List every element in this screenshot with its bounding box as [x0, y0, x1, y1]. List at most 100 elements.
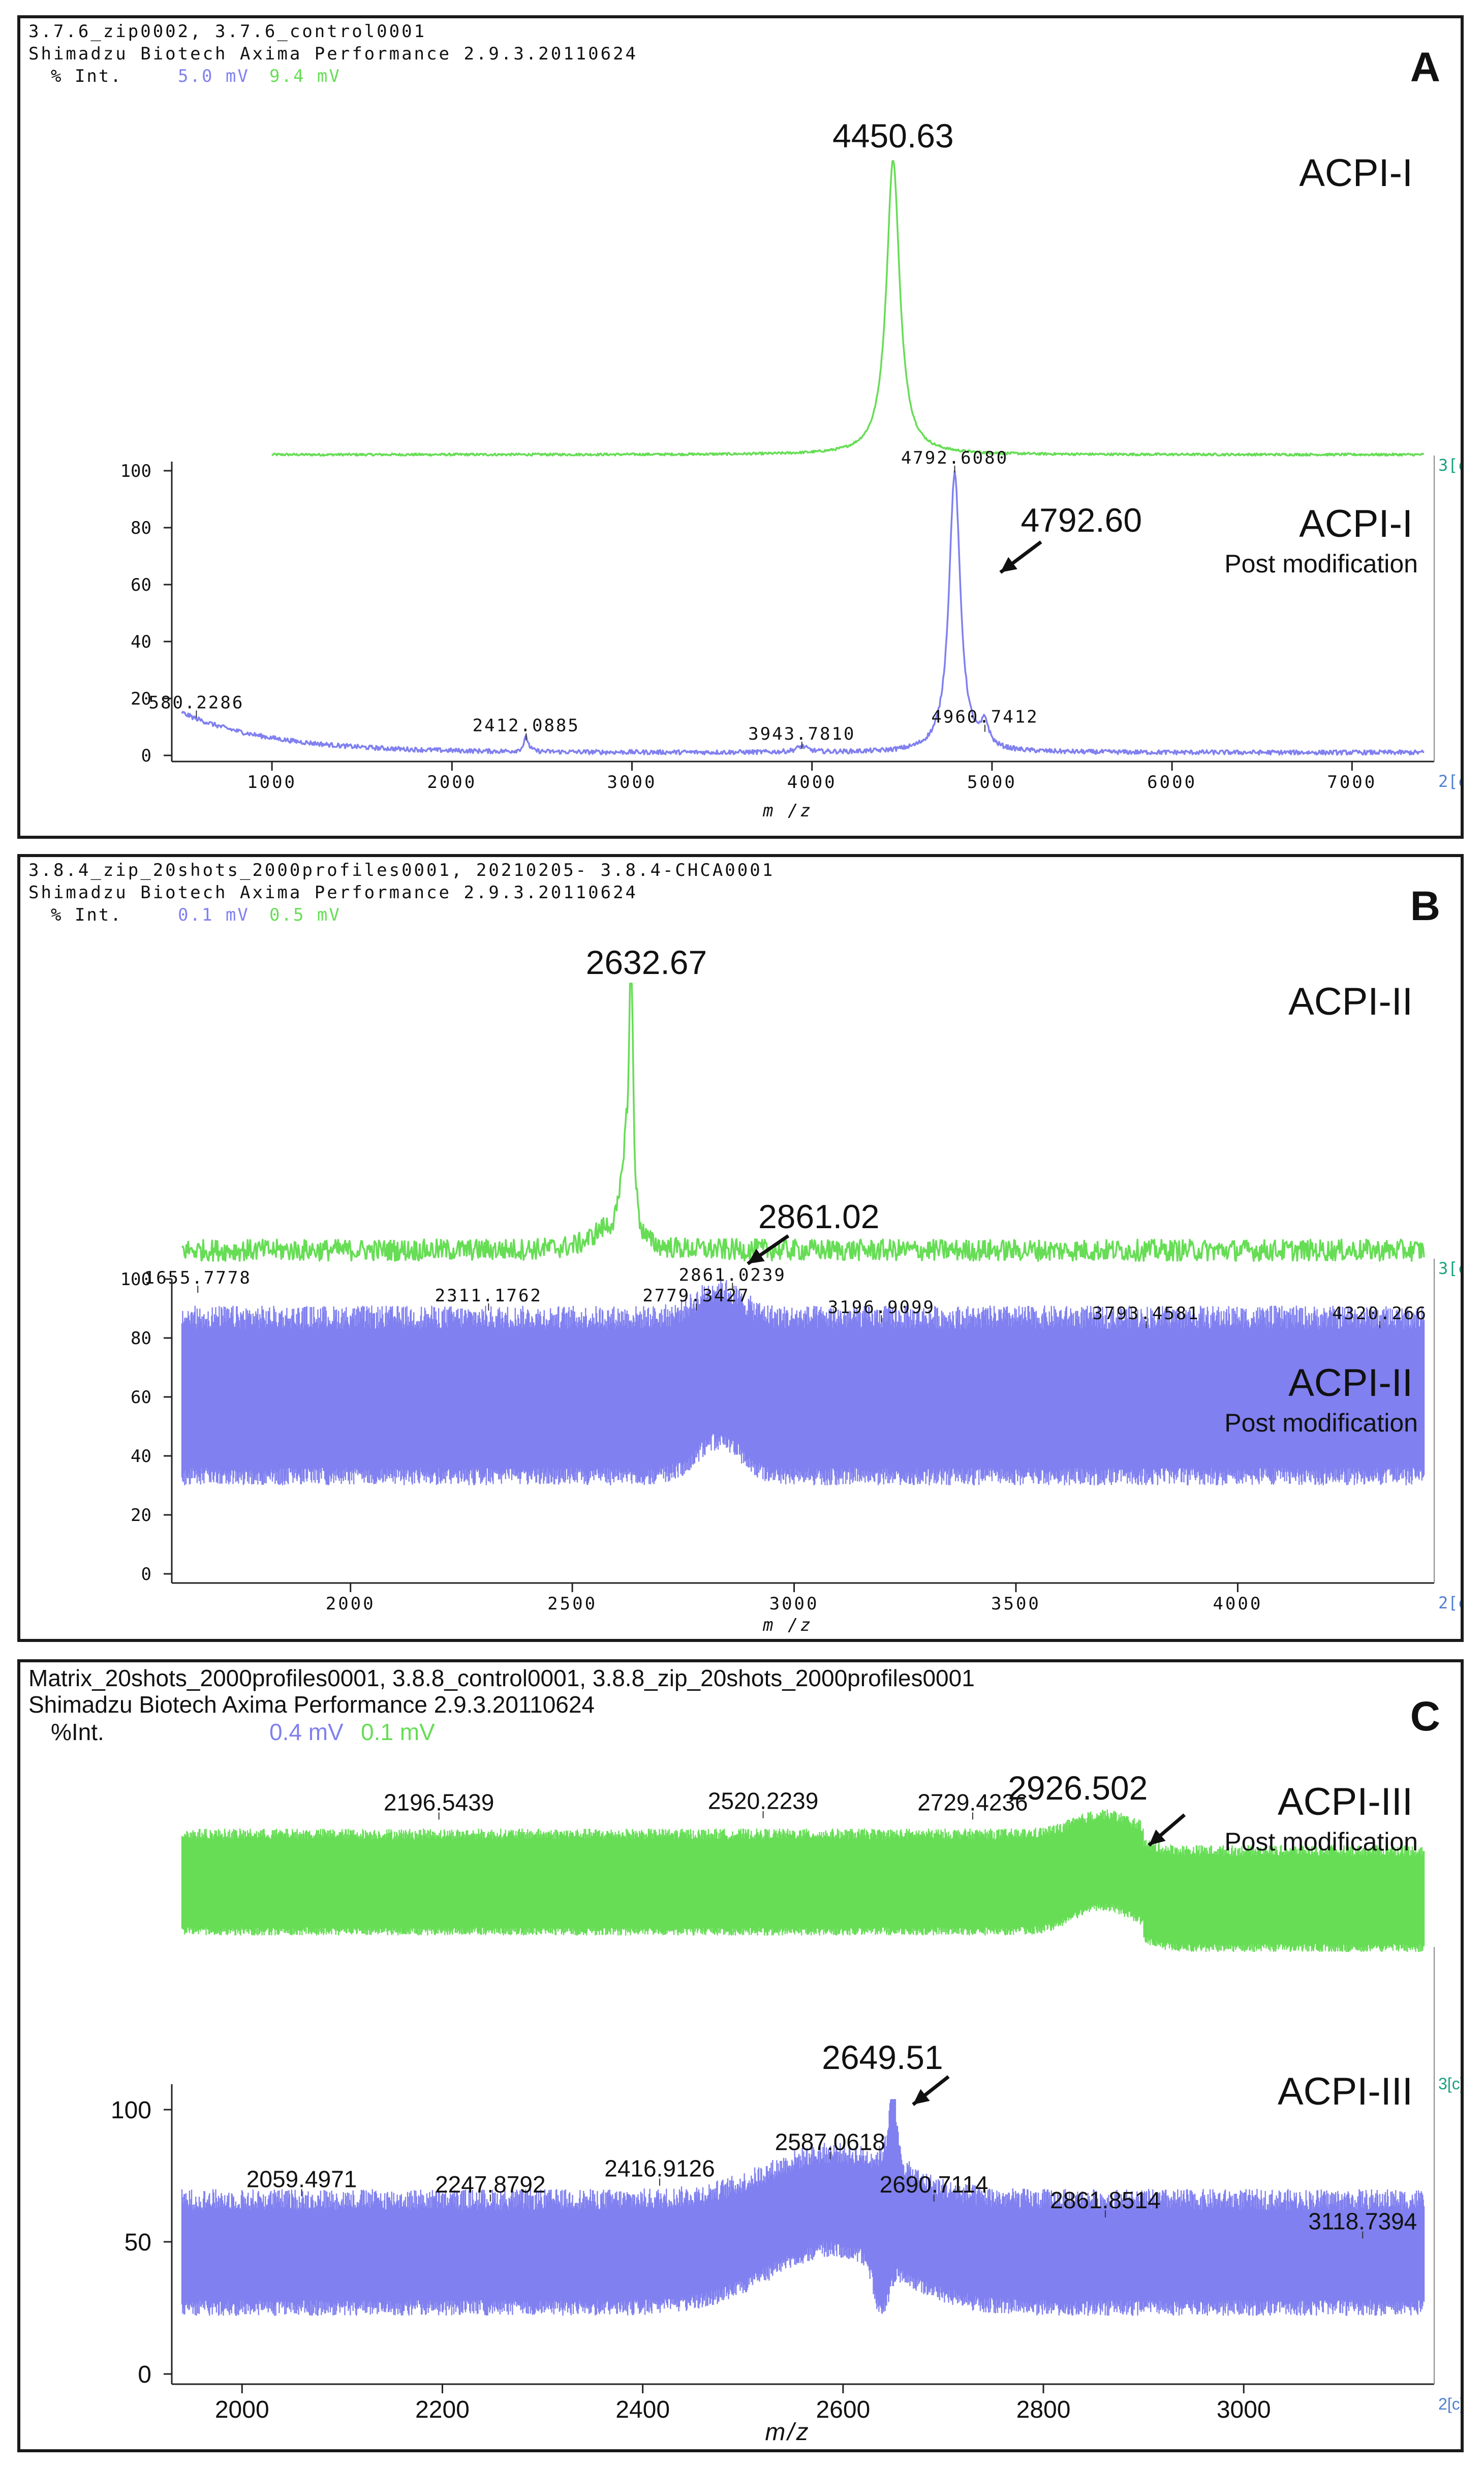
peak-label: 2587.0618 [775, 2129, 885, 2155]
series-name: ACPI-I [1299, 502, 1413, 545]
panel-b-header-instrument: Shimadzu Biotech Axima Performance 2.9.3… [28, 882, 638, 903]
y-tick-label: 60 [131, 575, 151, 595]
y-tick-label: 20 [131, 689, 151, 709]
panel-c-letter: C [1410, 1693, 1440, 1740]
channel-tag-bottom: 2[c] [1438, 772, 1461, 791]
series-name: ACPI-III [1278, 2070, 1413, 2113]
y-tick-label: 100 [111, 2097, 151, 2124]
series-green-band [181, 1809, 1425, 1952]
annotation-arrow-head [913, 2089, 930, 2105]
peak-label: 2861.0239 [679, 1265, 786, 1285]
x-tick-label: 2000 [215, 2396, 269, 2423]
series-blue-trace [181, 470, 1425, 756]
channel-tag-top: 3[c] [1438, 455, 1461, 475]
x-tick-label: 3500 [991, 1594, 1041, 1614]
panel-a: 3.7.6_zip0002, 3.7.6_control0001 Shimadz… [17, 15, 1464, 839]
y-tick-label: 80 [131, 1328, 151, 1349]
panel-a-letter: A [1410, 44, 1440, 90]
panel-a-header-instrument: Shimadzu Biotech Axima Performance 2.9.3… [28, 44, 638, 64]
x-tick-label: 3000 [769, 1594, 819, 1614]
peak-annotation: 2632.67 [586, 943, 707, 981]
panel-a-header-files: 3.7.6_zip0002, 3.7.6_control0001 [28, 21, 427, 42]
x-tick-label: 2000 [427, 772, 477, 793]
panel-c: Matrix_20shots_2000profiles0001, 3.8.8_c… [17, 1659, 1464, 2452]
peak-label: 2690.7114 [880, 2171, 988, 2198]
panel-b-intensity-blue: 0.1 mV [178, 905, 250, 925]
x-tick-label: 2800 [1016, 2396, 1071, 2423]
series-blue-band [181, 2099, 1425, 2316]
peak-label: 2779.3427 [642, 1286, 750, 1306]
x-tick-label: 3000 [1217, 2396, 1271, 2423]
annotation-arrow-head [1000, 557, 1017, 572]
x-tick-label: 4000 [787, 772, 837, 793]
annotation-arrow-head [748, 1249, 765, 1264]
x-tick-label: 2400 [615, 2396, 670, 2423]
series-green-trace [181, 983, 1425, 1262]
x-axis-label: m/z [765, 2419, 810, 2446]
series-subname: Post modification [1224, 1828, 1418, 1856]
peak-label: 580.2286 [149, 693, 244, 713]
series-green-trace [271, 160, 1425, 457]
peak-annotation: 2649.51 [822, 2038, 943, 2076]
panel-c-intensity-green: 0.1 mV [361, 1719, 435, 1745]
peak-label: 2416.9126 [604, 2155, 715, 2182]
series-blue-band [181, 1277, 1425, 1485]
series-name: ACPI-III [1278, 1780, 1413, 1823]
x-tick-label: 2500 [547, 1594, 597, 1614]
peak-annotation: 2926.502 [1008, 1769, 1148, 1807]
x-axis-label: m /z [762, 801, 813, 821]
y-tick-label: 80 [131, 518, 151, 538]
series-name: ACPI-II [1288, 1361, 1413, 1405]
x-tick-label: 3000 [607, 772, 657, 793]
x-tick-label: 2200 [415, 2396, 470, 2423]
x-axis-label: m /z [762, 1615, 813, 1635]
peak-label: 2729.4236 [917, 1789, 1028, 1815]
x-tick-label: 2600 [816, 2396, 870, 2423]
y-tick-label: 20 [131, 1505, 151, 1526]
series-subname: Post modification [1224, 1409, 1418, 1437]
peak-annotation: 4450.63 [832, 117, 954, 155]
panel-b-chart: 2632.67 ACPI-II 1655.7778 2311.1762 2779.342… [120, 943, 1461, 1635]
y-tick-label: 40 [131, 1446, 151, 1467]
y-tick-label: 100 [120, 1269, 151, 1290]
peak-label: 2059.4971 [246, 2166, 357, 2192]
channel-tag-top: 3[c] [1438, 1259, 1461, 1278]
x-tick-label: 6000 [1147, 772, 1197, 793]
peak-label: 3793.4581 [1093, 1303, 1200, 1324]
panel-a-intensity-green: 9.4 mV [269, 66, 341, 86]
panel-c-header-files: Matrix_20shots_2000profiles0001, 3.8.8_c… [28, 1665, 975, 1691]
y-tick-label: 0 [141, 1564, 151, 1585]
peak-label: 3196.9099 [828, 1297, 935, 1318]
series-name: ACPI-I [1299, 151, 1413, 195]
y-tick-label: 60 [131, 1387, 151, 1408]
peak-label: 3118.7394 [1308, 2208, 1417, 2235]
peak-label: 2247.8792 [435, 2171, 545, 2198]
panel-b-intensity-green: 0.5 mV [269, 905, 341, 925]
panel-b-letter: B [1410, 883, 1440, 929]
panel-c-yunit: %Int. [51, 1719, 104, 1745]
y-tick-label: 100 [120, 461, 151, 481]
x-tick-label: 2000 [326, 1594, 376, 1614]
x-tick-label: 7000 [1327, 772, 1377, 793]
channel-tag-top: 3[c] [1438, 2075, 1461, 2093]
peak-label: 4960.7412 [931, 707, 1038, 727]
peak-label: 3943.7810 [748, 724, 855, 744]
y-tick-label: 40 [131, 632, 151, 652]
peak-label: 4792.6080 [901, 448, 1008, 468]
peak-label: 4320.266 [1332, 1303, 1428, 1324]
peak-annotation: 4792.60 [1021, 501, 1142, 539]
panel-a-chart: 4450.63 ACPI-I 580.2286 2412.0885 3943.7810 4… [120, 117, 1461, 821]
peak-label: 2196.5439 [384, 1789, 494, 1815]
channel-tag-bottom: 2[c] [1438, 2395, 1461, 2413]
series-subname: Post modification [1224, 550, 1418, 578]
panel-b-header-files: 3.8.4_zip_20shots_2000profiles0001, 2021… [28, 860, 775, 880]
peak-label: 2412.0885 [473, 715, 580, 736]
panel-a-intensity-blue: 5.0 mV [178, 66, 250, 86]
channel-tag-bottom: 2[c] [1438, 1593, 1461, 1612]
peak-label: 1655.7778 [144, 1268, 252, 1288]
peak-label: 2311.1762 [435, 1286, 542, 1306]
panel-b-yunit: % Int. [51, 905, 122, 925]
peak-label: 2861.8514 [1050, 2187, 1160, 2213]
panel-c-header-instrument: Shimadzu Biotech Axima Performance 2.9.3… [28, 1691, 595, 1718]
y-tick-label: 50 [125, 2229, 151, 2256]
